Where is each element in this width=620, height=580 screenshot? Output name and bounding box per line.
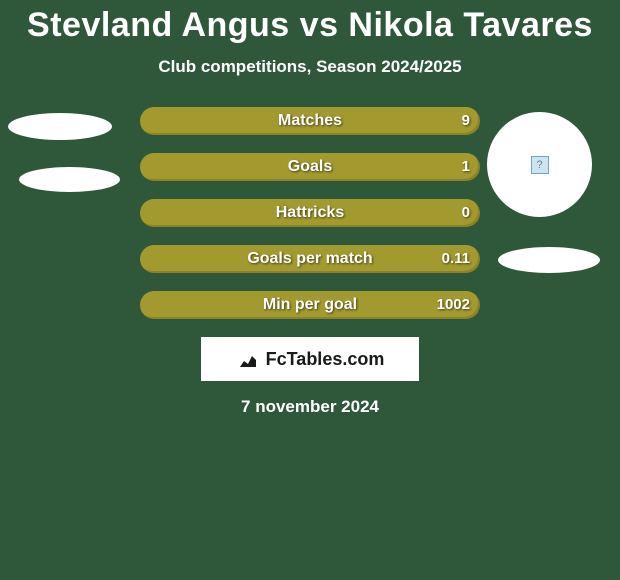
stat-row: Goals1	[140, 153, 480, 181]
missing-image-icon: ?	[531, 156, 549, 174]
bar-track	[140, 153, 480, 181]
bar-track	[140, 199, 480, 227]
stat-row: Min per goal1002	[140, 291, 480, 319]
page-subtitle: Club competitions, Season 2024/2025	[0, 57, 620, 77]
stat-row: Goals per match0.11	[140, 245, 480, 273]
brand-chart-icon	[236, 349, 260, 369]
stage: ? Matches9 Goals1 Hattricks0 Goals per matc…	[0, 107, 620, 417]
stat-bars: Matches9 Goals1 Hattricks0 Goals per match0…	[140, 107, 480, 319]
left-ellipse-1	[8, 113, 112, 140]
bar-track	[140, 245, 480, 273]
stat-row: Matches9	[140, 107, 480, 135]
brand-box: FcTables.com	[201, 337, 419, 381]
bar-track	[140, 107, 480, 135]
page-title: Stevland Angus vs Nikola Tavares	[0, 6, 620, 45]
stat-row: Hattricks0	[140, 199, 480, 227]
date-line: 7 november 2024	[0, 397, 620, 417]
left-ellipse-2	[19, 167, 120, 192]
bar-track	[140, 291, 480, 319]
right-ellipse	[498, 247, 600, 273]
player-photo-right: ?	[487, 112, 592, 217]
brand-text: FcTables.com	[266, 349, 385, 370]
